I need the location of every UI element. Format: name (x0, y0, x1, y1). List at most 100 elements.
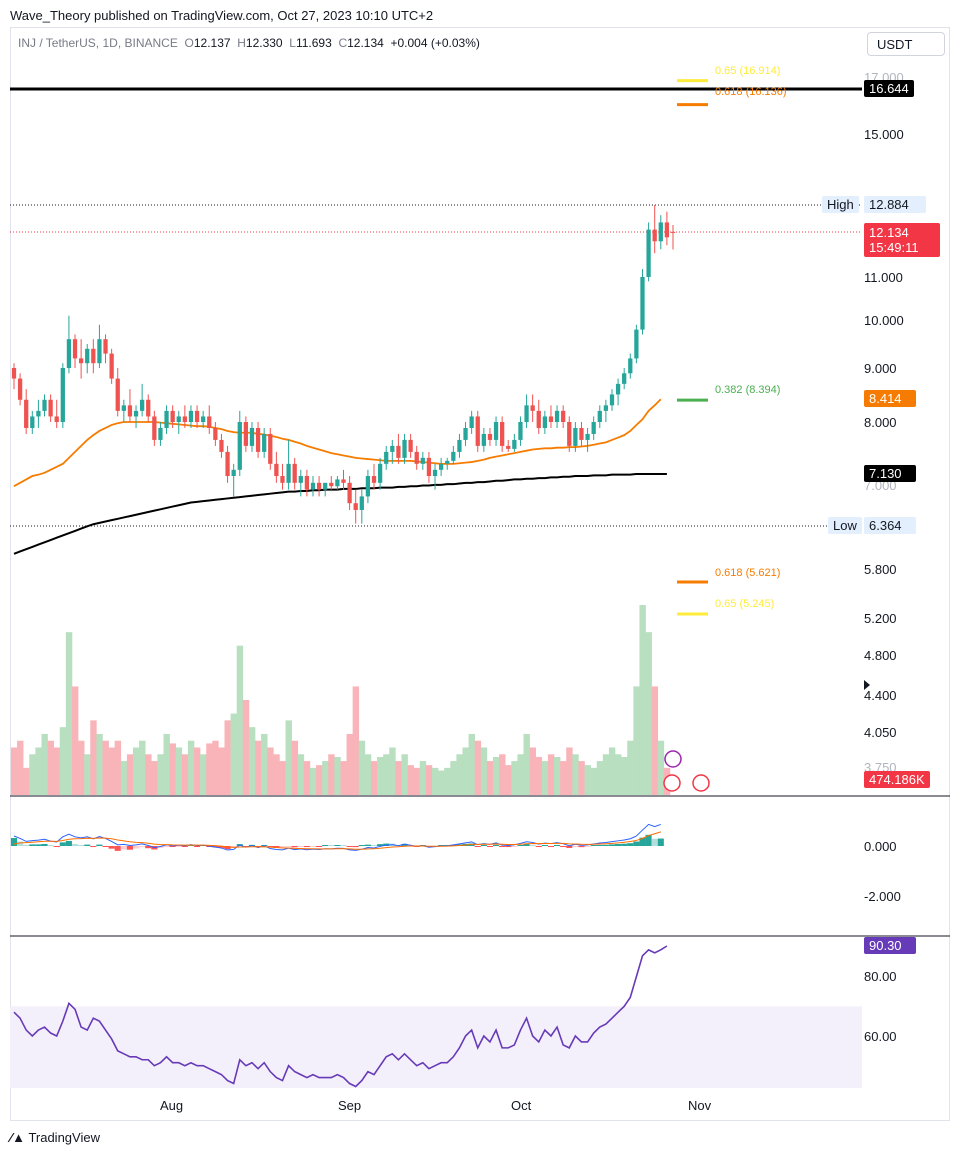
candle-body (170, 410, 175, 422)
macd-histogram-bar (23, 844, 30, 846)
macd-histogram-bar (340, 845, 347, 846)
macd-histogram-bar (102, 846, 109, 847)
volume-bar (462, 747, 469, 795)
candle-body (603, 405, 609, 411)
macd-histogram-bar (639, 837, 646, 846)
macd-histogram-bar (53, 846, 60, 847)
x-tick-month: Nov (688, 1098, 712, 1113)
candle-body (17, 378, 23, 400)
symbol-name[interactable]: INJ / TetherUS, 1D, BINANCE (18, 36, 178, 50)
bar-countdown: 15:49:11 (869, 240, 919, 255)
macd-histogram-bar (114, 846, 121, 851)
macd-histogram-bar (139, 846, 146, 848)
macd-histogram-bar (163, 846, 170, 847)
macd-y-tick: -2.000 (864, 889, 901, 904)
candle-body (359, 496, 364, 510)
volume-bar (431, 767, 439, 795)
volume-bar (10, 747, 18, 795)
candle-body (420, 457, 425, 464)
macd-histogram-bar (566, 846, 573, 848)
candle-body (390, 445, 395, 452)
macd-histogram-bar (505, 846, 512, 848)
volume-bar (615, 754, 622, 795)
volume-tag: 474.186K (864, 771, 930, 788)
candle-body (121, 405, 126, 411)
candle-body (231, 469, 236, 477)
candle-body (457, 439, 462, 452)
volume-bar (35, 747, 42, 795)
macd-histogram-bar (486, 846, 493, 847)
candle-body (609, 394, 615, 406)
macd-histogram-bar (328, 845, 335, 846)
macd-histogram-bar (35, 844, 42, 846)
candle-body (481, 433, 486, 446)
volume-bar (657, 740, 665, 795)
volume-bar (53, 747, 61, 795)
macd-histogram-bar (175, 846, 182, 847)
volume-bar (480, 747, 488, 795)
y-tick: 4.800 (864, 648, 897, 663)
macd-histogram-bar (633, 841, 640, 846)
macd-histogram-bar (279, 846, 286, 848)
macd-histogram-bar (59, 842, 66, 846)
macd-histogram-bar (346, 846, 353, 847)
candle-body (518, 422, 523, 440)
fib-label: 0.382 (8.394) (715, 384, 781, 396)
volume-bar (206, 743, 213, 795)
candle-body (237, 422, 242, 470)
candle-body (597, 410, 602, 422)
candle-body (622, 373, 627, 384)
volume-bar (126, 754, 134, 795)
candle-body (664, 222, 670, 238)
candle-body (353, 503, 358, 510)
macd-histogram-bar (370, 845, 378, 846)
candle-body (445, 460, 450, 464)
volume-bar (84, 754, 91, 795)
volume-bar (279, 761, 286, 795)
candle-body (188, 410, 194, 422)
volume-bar (267, 747, 274, 795)
low-label-tag: Low (828, 517, 862, 534)
volume-bar (194, 747, 201, 795)
candle-body (30, 416, 35, 428)
macd-histogram-bar (596, 844, 603, 846)
candle-body (243, 422, 249, 446)
currency-button[interactable]: USDT (867, 32, 945, 56)
macd-histogram-bar (322, 845, 329, 846)
volume-bar (273, 754, 280, 795)
volume-bar (163, 733, 170, 795)
volume-bar (566, 747, 573, 795)
volume-bar (364, 754, 372, 795)
volume-bar (425, 765, 433, 795)
resistance-price-tag: 16.644 (864, 80, 914, 97)
candle-body (512, 439, 517, 449)
y-tick: 4.400 (864, 688, 897, 703)
candle-body (554, 410, 560, 422)
candle-body (567, 422, 572, 446)
x-tick-month: Sep (338, 1098, 362, 1113)
macd-histogram-bar (303, 846, 310, 848)
volume-bar (23, 767, 30, 795)
y-tick: 15.000 (864, 127, 904, 142)
volume-bar (236, 645, 244, 795)
volume-bar (413, 767, 421, 795)
candle-body (652, 229, 657, 242)
candle-body (396, 445, 401, 458)
candle-body (615, 383, 621, 395)
legend-high: 12.330 (245, 36, 283, 50)
candle-body (628, 358, 633, 374)
candle-body (335, 479, 340, 487)
macd-histogram-bar (523, 843, 530, 846)
volume-bar (181, 754, 189, 795)
y-tick: 5.800 (864, 562, 897, 577)
volume-bar (145, 754, 152, 795)
volume-bar (291, 740, 299, 795)
candle-body (152, 416, 157, 440)
candle-body (591, 422, 596, 434)
macd-histogram-bar (145, 846, 152, 849)
macd-histogram-bar (224, 846, 231, 850)
macd-histogram-bar (309, 846, 317, 847)
macd-histogram-bar (511, 846, 518, 847)
y-tick: 11.000 (864, 270, 903, 285)
